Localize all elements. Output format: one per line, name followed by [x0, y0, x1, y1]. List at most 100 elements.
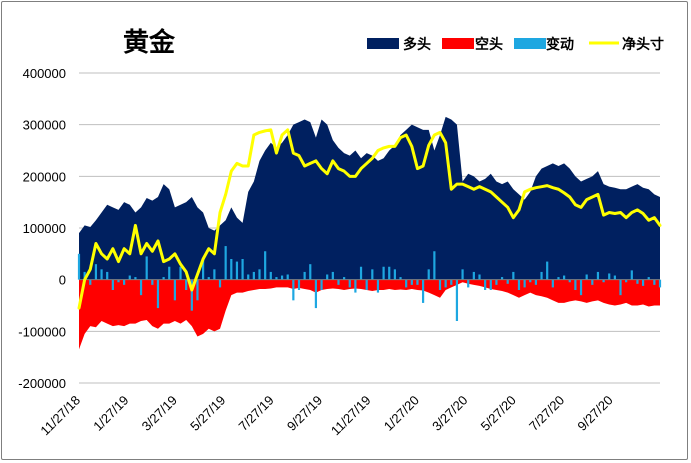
change-bar	[658, 279, 662, 288]
legend-label: 空头	[475, 36, 503, 53]
change-bar	[613, 275, 616, 280]
change-bar	[117, 279, 120, 283]
change-bar	[579, 279, 583, 296]
x-tick-label: 5/27/20	[478, 393, 519, 434]
y-tick-label: 200000	[23, 169, 66, 184]
change-bar	[264, 251, 267, 280]
change-bar	[653, 279, 656, 285]
change-bar	[540, 271, 543, 280]
change-bar	[139, 279, 143, 296]
y-tick-label: -100000	[18, 324, 66, 339]
change-bar	[591, 279, 594, 285]
x-axis: 11/27/18 1/27/19 3/27/19 5/27/19 7/27/19 9/27…	[37, 393, 615, 439]
change-bar	[365, 279, 368, 290]
x-tick-label: 7/27/19	[236, 393, 277, 434]
change-bar	[252, 271, 255, 280]
legend-swatch	[367, 38, 399, 49]
x-tick-label: 9/27/19	[284, 393, 325, 434]
change-bar	[512, 271, 515, 280]
change-bar	[399, 277, 402, 280]
change-bar	[495, 279, 498, 285]
change-bar	[647, 277, 650, 280]
change-bar	[303, 271, 306, 280]
legend-label: 多头	[403, 36, 431, 53]
change-bar	[574, 279, 577, 290]
y-tick-label: -200000	[18, 376, 66, 391]
legend-label: 净头寸	[622, 36, 664, 53]
change-bar	[77, 253, 81, 280]
change-bar	[343, 277, 346, 280]
change-bar	[484, 279, 487, 290]
y-tick-label: 400000	[23, 66, 66, 81]
change-bar	[156, 279, 160, 309]
change-bar	[100, 269, 103, 280]
y-tick-label: 100000	[23, 221, 66, 236]
change-bar	[467, 279, 470, 288]
change-bar	[585, 274, 588, 280]
change-bar	[213, 269, 216, 280]
change-bar	[546, 261, 549, 280]
change-bar	[371, 269, 374, 280]
change-bar	[636, 279, 639, 284]
x-tick-label: 1/27/19	[90, 393, 131, 434]
change-bar	[247, 274, 250, 280]
change-bar	[314, 279, 318, 309]
change-bar	[506, 279, 509, 284]
y-tick-label: 0	[59, 273, 66, 288]
change-bar	[376, 279, 380, 293]
change-bar	[354, 279, 357, 293]
x-tick-label: 11/27/19	[328, 393, 374, 439]
legend: 多头 空头 变动 净头寸	[367, 36, 664, 53]
change-bar	[455, 279, 459, 321]
change-bar	[551, 279, 554, 288]
change-bar	[202, 259, 205, 280]
change-bar	[568, 279, 571, 283]
change-bar	[602, 279, 605, 283]
change-bar	[179, 266, 182, 280]
change-bar	[461, 269, 464, 280]
x-tick-label: 7/27/20	[526, 393, 567, 434]
change-bar	[280, 275, 284, 280]
change-bar	[337, 279, 340, 285]
change-bar	[89, 279, 92, 285]
change-bar	[630, 270, 633, 280]
change-bar	[523, 279, 526, 288]
legend-swatch	[442, 38, 474, 49]
change-bar	[320, 279, 323, 290]
legend-swatch	[514, 38, 546, 49]
change-bar	[145, 256, 148, 280]
change-bar	[83, 271, 86, 280]
x-tick-label: 3/27/19	[139, 393, 180, 434]
change-bar	[641, 279, 645, 286]
change-bar	[382, 266, 385, 280]
change-bar	[388, 266, 391, 280]
change-bar	[190, 279, 193, 311]
change-bar	[517, 279, 521, 290]
change-bar	[106, 271, 109, 280]
change-bar	[94, 264, 98, 280]
change-bar	[393, 269, 396, 280]
change-bar	[534, 279, 537, 285]
change-bar	[275, 277, 278, 280]
change-bar	[478, 274, 481, 280]
change-bar	[438, 279, 442, 290]
long-area	[79, 116, 660, 280]
legend-label: 变动	[546, 36, 574, 53]
change-bar	[433, 251, 436, 280]
change-bar	[292, 279, 295, 301]
change-bar	[326, 274, 329, 280]
change-bar	[450, 279, 453, 285]
change-bar	[405, 279, 408, 288]
change-bar	[185, 279, 188, 290]
change-bar	[297, 279, 301, 290]
change-bar	[224, 246, 227, 280]
change-bar	[563, 275, 566, 280]
change-bar	[416, 279, 419, 285]
change-bar	[258, 269, 261, 280]
change-bar	[286, 274, 289, 280]
change-bar	[359, 266, 363, 280]
change-bar	[331, 271, 334, 280]
x-tick-label: 3/27/20	[429, 393, 470, 434]
chart-title: 黄金	[123, 27, 176, 58]
